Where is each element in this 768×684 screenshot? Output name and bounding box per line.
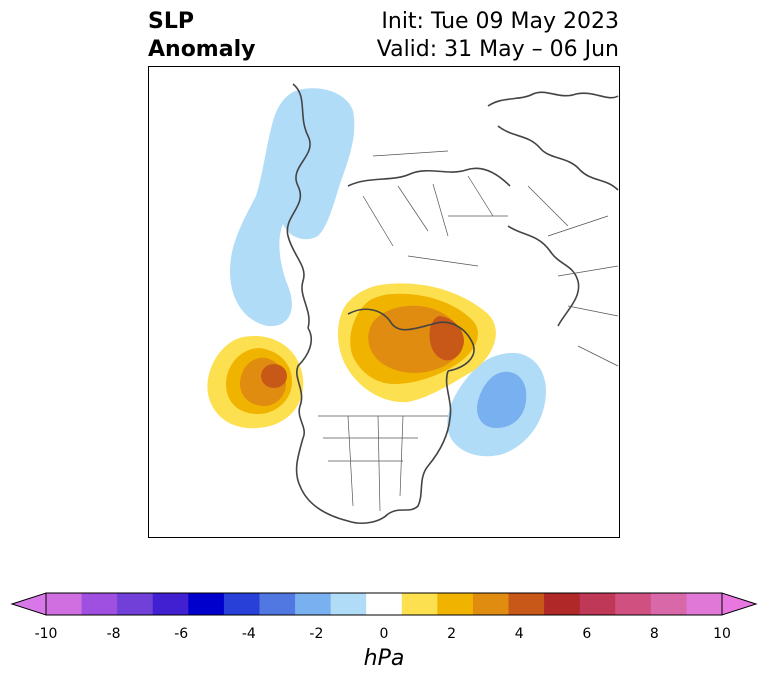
colorbar-tick-label: -2 [309,626,324,642]
colorbar-bin [544,593,581,615]
positive-anomaly-pacific [207,336,304,429]
colorbar-bin [650,593,687,615]
colorbar-bin [259,593,296,615]
colorbar-bin [46,593,83,615]
colorbar-bin [188,593,225,615]
colorbar-bin [81,593,118,615]
colorbar-bin [472,593,510,615]
colorbar [10,592,758,616]
colorbar-tick-label: 0 [379,626,389,642]
colorbar-tick-label: -4 [241,626,256,642]
colorbar-units: hPa [363,646,405,671]
init-date: Init: Tue 09 May 2023 [381,9,619,34]
colorbar-bin [686,593,723,615]
title-line-2: Anomaly [148,37,256,62]
colorbar-tick-label: 6 [582,626,592,642]
colorbar-tick-label: -10 [34,626,58,642]
colorbar-bin [366,593,403,615]
forecast-dates: Init: Tue 09 May 2023 Valid: 31 May – 06… [377,8,619,64]
colorbar-bin [152,593,189,615]
colorbar-left-extend [10,592,47,616]
colorbar-bin [117,593,154,615]
colorbar-bin [508,593,545,615]
colorbar-bin [579,593,616,615]
negative-anomaly-atlantic [447,352,546,457]
colorbar-bin [437,593,474,615]
colorbar-tick-label: 2 [447,626,457,642]
colorbar-bin [223,593,260,615]
anomaly-map [148,66,620,538]
colorbar-tick-label: -8 [106,626,121,642]
colorbar-bin [401,593,438,615]
political-borders [318,150,619,512]
colorbar-tick-label: 10 [713,626,731,642]
title-line-1: SLP [148,9,194,34]
colorbar-tick-label: -6 [174,626,189,642]
colorbar-tick-label: 4 [514,626,524,642]
colorbar-bin [295,593,332,615]
coastlines [286,83,619,524]
colorbar-right-extend [721,592,758,616]
colorbar-tick-label: 8 [649,626,659,642]
map-title: SLP Anomaly [148,8,255,64]
colorbar-bin [615,593,652,615]
negative-anomaly-northwest [230,88,355,327]
valid-date: Valid: 31 May – 06 Jun [376,37,619,62]
colorbar-bin [330,593,367,615]
